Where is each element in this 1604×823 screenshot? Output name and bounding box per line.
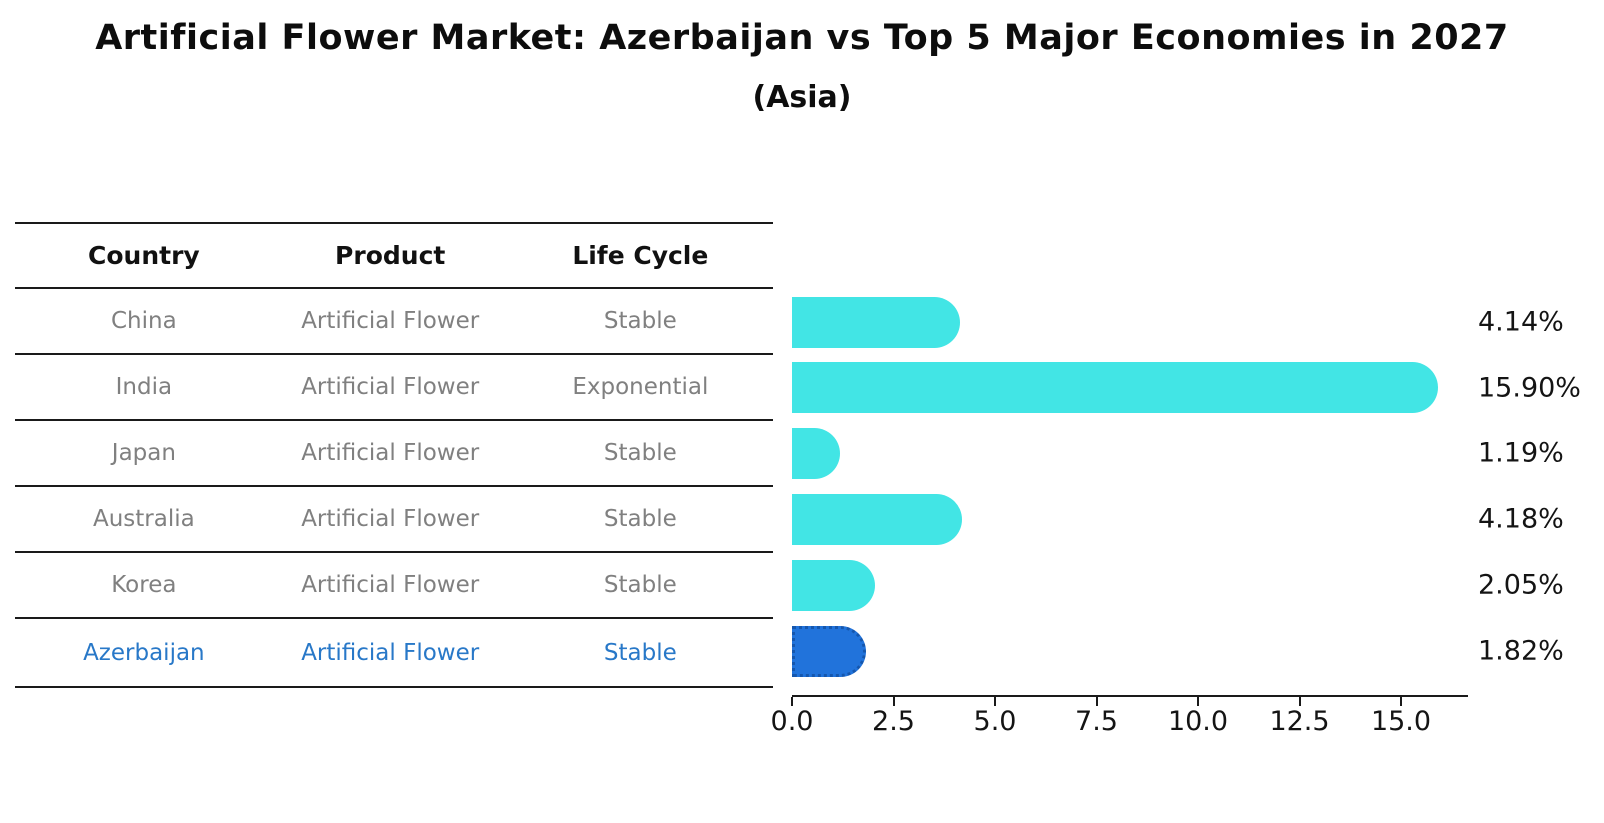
- x-tick-label-2.5: 2.5: [872, 706, 915, 737]
- cell-life-cycle: Stable: [603, 572, 677, 598]
- cell-country: China: [111, 308, 177, 334]
- table-header-life-cycle: Life Cycle: [572, 241, 709, 270]
- x-tick-label-10.0: 10.0: [1167, 706, 1229, 737]
- cell-life-cycle: Exponential: [572, 374, 709, 400]
- x-tick-label-5.0: 5.0: [973, 706, 1017, 737]
- value-label-azerbaijan: 1.82%: [1478, 635, 1564, 667]
- x-tick-mark-10.0: [1197, 697, 1199, 706]
- cell-country: Korea: [111, 572, 177, 598]
- cell-country: India: [115, 374, 173, 400]
- bar-azerbaijan: [792, 625, 866, 677]
- table-header-country: Country: [88, 241, 200, 270]
- x-tick-mark-5.0: [994, 697, 996, 706]
- bar-india: [792, 362, 1438, 413]
- x-axis-line: [792, 695, 1468, 697]
- bar-australia: [792, 493, 962, 545]
- cell-life-cycle: Stable: [603, 639, 677, 666]
- chart-title: Artificial Flower Market: Azerbaijan vs …: [95, 18, 1509, 58]
- cell-life-cycle: Stable: [603, 440, 677, 466]
- x-tick-label-15.0: 15.0: [1370, 706, 1432, 737]
- value-label-korea: 2.05%: [1478, 569, 1564, 601]
- bar-china: [792, 296, 960, 348]
- chart-subtitle: (Asia): [752, 80, 852, 115]
- table-row-india: India Artificial Flower Exponential: [15, 355, 773, 421]
- table-row-china: China Artificial Flower Stable: [15, 289, 773, 355]
- cell-product: Artificial Flower: [301, 440, 480, 466]
- table-row-australia: Australia Artificial Flower Stable: [15, 487, 773, 553]
- x-tick-label-12.5: 12.5: [1269, 706, 1330, 737]
- table-row-azerbaijan: Azerbaijan Artificial Flower Stable: [15, 619, 773, 688]
- cell-product: Artificial Flower: [301, 374, 480, 400]
- x-tick-label-7.5: 7.5: [1075, 706, 1118, 737]
- bar-korea: [792, 559, 875, 611]
- x-tick-mark-12.5: [1298, 697, 1301, 706]
- x-tick-mark-15.0: [1400, 697, 1402, 706]
- cell-life-cycle: Stable: [603, 308, 677, 334]
- cell-country: Australia: [92, 506, 195, 532]
- bar-japan: [792, 427, 840, 479]
- x-tick-label-0.0: 0.0: [770, 706, 814, 737]
- cell-country: Azerbaijan: [83, 639, 205, 666]
- value-label-japan: 1.19%: [1478, 437, 1564, 469]
- x-tick-mark-2.5: [892, 697, 895, 706]
- value-label-india: 15.90%: [1478, 372, 1581, 403]
- cell-product: Artificial Flower: [301, 639, 480, 666]
- cell-country: Japan: [111, 440, 176, 466]
- value-label-australia: 4.18%: [1478, 503, 1564, 535]
- cell-product: Artificial Flower: [301, 506, 480, 532]
- x-tick-mark-0.0: [791, 697, 793, 706]
- value-label-china: 4.14%: [1478, 306, 1564, 338]
- cell-product: Artificial Flower: [301, 572, 480, 598]
- table-body: China Artificial Flower Stable India Artific…: [15, 289, 773, 688]
- table-header-product: Product: [335, 241, 446, 270]
- table-header-row: Country Product Life Cycle: [15, 222, 773, 289]
- country-table: Country Product Life Cycle China Artifici…: [15, 222, 773, 688]
- cell-product: Artificial Flower: [301, 308, 480, 334]
- x-tick-mark-7.5: [1095, 697, 1098, 706]
- table-row-korea: Korea Artificial Flower Stable: [15, 553, 773, 619]
- table-row-japan: Japan Artificial Flower Stable: [15, 421, 773, 487]
- cell-life-cycle: Stable: [603, 506, 677, 532]
